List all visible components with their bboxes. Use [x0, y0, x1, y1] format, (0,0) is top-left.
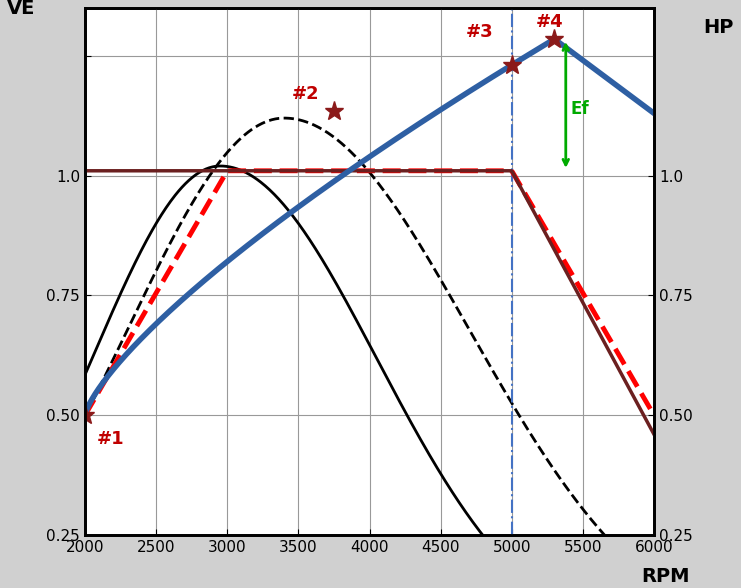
Text: Ef: Ef: [570, 101, 588, 119]
Y-axis label: HP: HP: [704, 18, 734, 38]
Text: #3: #3: [466, 22, 494, 41]
Text: #1: #1: [96, 430, 124, 448]
Text: #4: #4: [536, 13, 564, 31]
Y-axis label: VE: VE: [7, 0, 36, 18]
Text: #2: #2: [291, 85, 319, 103]
X-axis label: RPM: RPM: [641, 566, 690, 586]
